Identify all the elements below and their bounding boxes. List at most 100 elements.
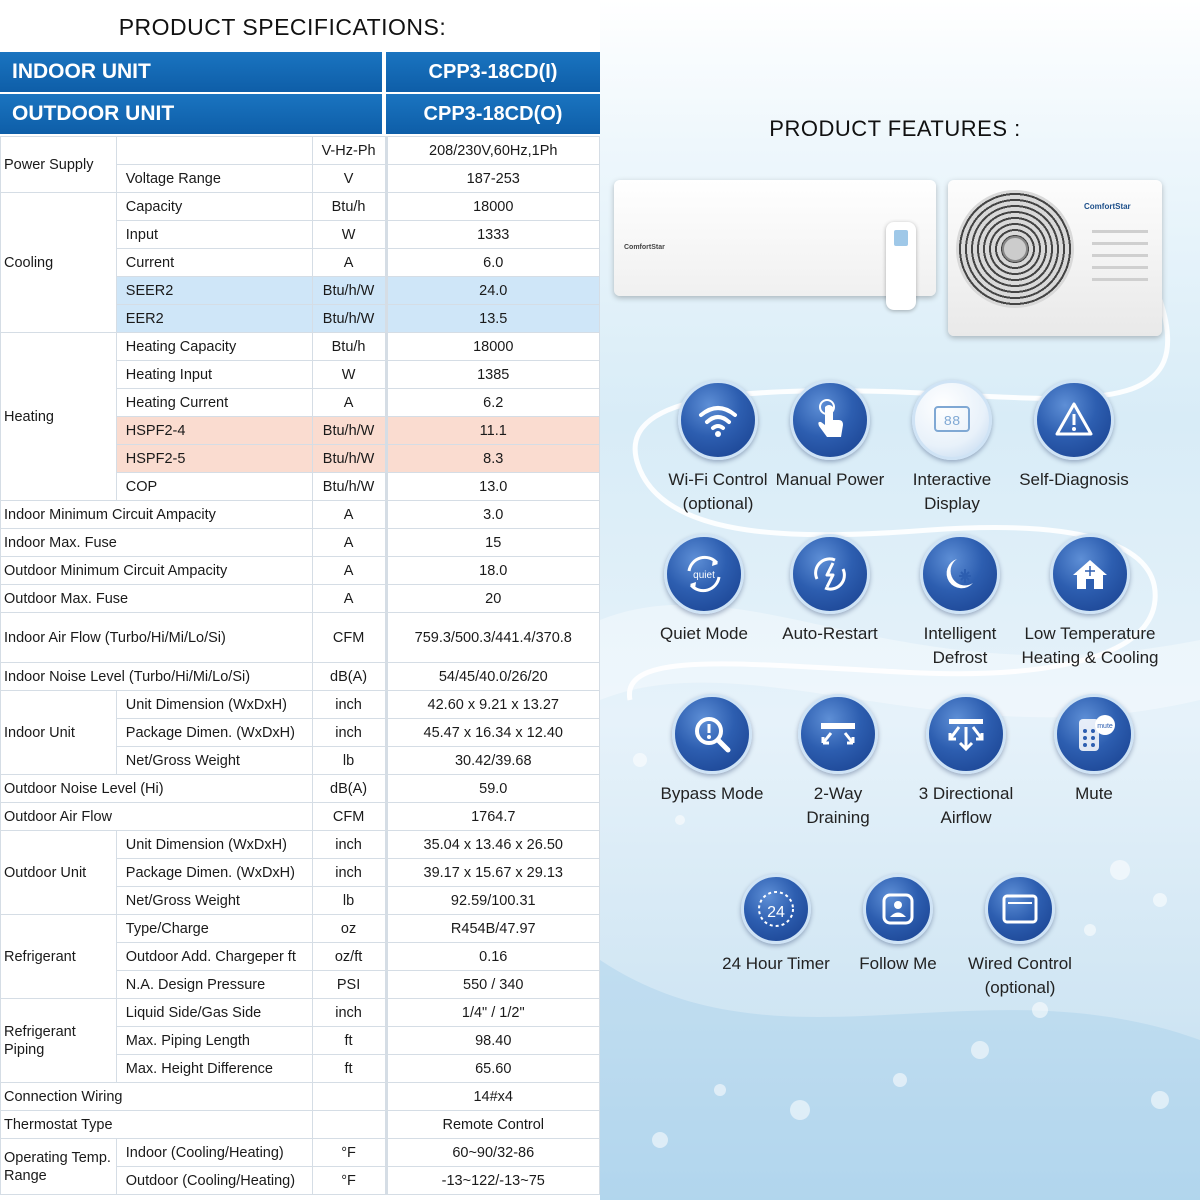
group-label: Outdoor Unit	[0, 830, 117, 915]
background-swirl	[600, 299, 1200, 1200]
row-label: Unit Dimension (WxDxH)	[115, 690, 313, 719]
feature-label: 2-Way Draining	[806, 784, 870, 827]
row-label: Outdoor (Cooling/Heating)	[115, 1166, 313, 1195]
outdoor-unit-header: OUTDOOR UNIT CPP3-18CD(O)	[0, 94, 600, 134]
unit-cell: Btu/h	[311, 192, 387, 221]
svg-text:24: 24	[767, 904, 785, 921]
feature-bypass-mode: Bypass Mode	[642, 694, 782, 806]
svg-text:quiet: quiet	[693, 570, 715, 581]
unit-cell: W	[311, 220, 387, 249]
group-label: Refrigerant Piping	[0, 998, 117, 1083]
defrost-icon	[920, 534, 1000, 614]
spec-panel: PRODUCT SPECIFICATIONS: INDOOR UNIT CPP3…	[0, 14, 600, 1195]
warning-icon	[1034, 380, 1114, 460]
group-label: Power Supply	[0, 136, 117, 193]
unit-cell: PSI	[311, 970, 387, 999]
unit-cell: inch	[311, 998, 387, 1027]
indoor-unit-label: INDOOR UNIT	[0, 52, 382, 92]
table-row: SEER2 Btu/h/W 24.0	[1, 276, 600, 305]
table-row: Heating Input W 1385	[1, 360, 600, 389]
feature-low-temperature: Low Temperature Heating & Cooling	[1020, 534, 1160, 670]
table-row: COP Btu/h/W 13.0	[1, 472, 600, 501]
outdoor-brand-logo: ComfortStar	[1084, 202, 1131, 211]
table-row: Heating Current A 6.2	[1, 388, 600, 417]
group-label: Cooling	[0, 192, 117, 333]
value-cell: 759.3/500.3/441.4/370.8	[384, 612, 600, 663]
row-label: Capacity	[115, 192, 313, 221]
value-cell: 18000	[384, 192, 600, 221]
value-cell: 187-253	[384, 164, 600, 193]
feature-wired-control: Wired Control (optional)	[950, 874, 1090, 1000]
value-cell: 550 / 340	[384, 970, 600, 999]
group-label: Heating	[0, 332, 117, 501]
value-cell: 54/45/40.0/26/20	[384, 662, 600, 691]
table-row: Outdoor (Cooling/Heating) °F -13~122/-13…	[1, 1166, 600, 1195]
unit-cell: A	[311, 388, 387, 417]
table-row: HSPF2-4 Btu/h/W 11.1	[1, 416, 600, 445]
table-row: Current A 6.0	[1, 248, 600, 277]
row-label: Heating Current	[115, 388, 313, 417]
feature-label: Manual Power	[775, 470, 885, 489]
indoor-unit-image: ComfortStar	[614, 180, 936, 296]
unit-cell: Btu/h/W	[311, 472, 387, 501]
table-row: Cooling Capacity Btu/h 18000	[0, 192, 600, 333]
feature-label: Wi-Fi Control (optional)	[668, 470, 768, 513]
value-cell: 1385	[384, 360, 600, 389]
row-label: SEER2	[115, 276, 313, 305]
table-row: Package Dimen. (WxDxH) inch 39.17 x 15.6…	[1, 858, 600, 887]
unit-cell: Btu/h	[311, 332, 387, 361]
magnifier-icon	[672, 694, 752, 774]
unit-cell: Btu/h/W	[311, 304, 387, 333]
features-panel: PRODUCT FEATURES : ComfortStar ComfortSt…	[600, 0, 1200, 1200]
indoor-brand-logo: ComfortStar	[624, 244, 665, 251]
feature-label: Bypass Mode	[660, 784, 764, 803]
remote-control-image	[886, 222, 916, 310]
row-label: Indoor Max. Fuse	[0, 528, 313, 557]
row-label: Connection Wiring	[0, 1082, 313, 1111]
row-label: Heating Capacity	[115, 332, 313, 361]
unit-cell: oz	[311, 914, 387, 943]
feature-self-diagnosis: Self-Diagnosis	[1004, 380, 1144, 492]
feature-quiet-mode: quiet Quiet Mode	[634, 534, 774, 646]
table-row: Net/Gross Weight lb 30.42/39.68	[1, 746, 600, 775]
table-row: Outdoor Noise Level (Hi) dB(A) 59.0	[0, 774, 600, 803]
table-row: Indoor Air Flow (Turbo/Hi/Mi/Lo/Si) CFM …	[0, 612, 600, 663]
table-row: Outdoor Minimum Circuit Ampacity A 18.0	[0, 556, 600, 585]
follow-me-icon	[863, 874, 933, 944]
feature-label: Intelligent Defrost	[923, 624, 997, 667]
table-row: Power Supply V-Hz-Ph 208/230V,60Hz,1Ph	[0, 136, 600, 193]
unit-cell: inch	[311, 830, 387, 859]
unit-cell: oz/ft	[311, 942, 387, 971]
row-label: Package Dimen. (WxDxH)	[115, 858, 313, 887]
feature-24-hour-timer: 24 24 Hour Timer	[706, 874, 846, 976]
row-label: Outdoor Max. Fuse	[0, 584, 313, 613]
value-cell: 18.0	[384, 556, 600, 585]
feature-interactive-display: 88 Interactive Display	[882, 380, 1022, 516]
unit-cell: V	[311, 164, 387, 193]
row-label: Outdoor Minimum Circuit Ampacity	[0, 556, 313, 585]
row-label: Max. Piping Length	[115, 1026, 313, 1055]
row-label: Input	[115, 220, 313, 249]
row-label: COP	[115, 472, 313, 501]
table-row: Max. Height Difference ft 65.60	[1, 1054, 600, 1083]
value-cell: 14#x4	[384, 1082, 600, 1111]
clock-icon: 24	[741, 874, 811, 944]
display-icon: 88	[912, 380, 992, 460]
two-way-icon	[798, 694, 878, 774]
spec-table: Power Supply V-Hz-Ph 208/230V,60Hz,1Ph V…	[0, 136, 600, 1195]
house-snow-icon	[1050, 534, 1130, 614]
unit-cell: lb	[311, 886, 387, 915]
unit-cell: A	[311, 584, 387, 613]
indoor-model: CPP3-18CD(I)	[386, 52, 600, 92]
group-label: Indoor Unit	[0, 690, 117, 775]
table-row: Thermostat Type Remote Control	[0, 1110, 600, 1139]
row-label: Max. Height Difference	[115, 1054, 313, 1083]
wired-control-icon	[985, 874, 1055, 944]
unit-cell: V-Hz-Ph	[311, 136, 387, 165]
row-label: Heating Input	[115, 360, 313, 389]
feature-label: Mute	[1075, 784, 1113, 803]
feature-follow-me: Follow Me	[828, 874, 968, 976]
table-row: Heating Heating Capacity Btu/h 18000	[0, 332, 600, 501]
group-label: Operating Temp. Range	[0, 1138, 117, 1195]
unit-cell: inch	[311, 690, 387, 719]
